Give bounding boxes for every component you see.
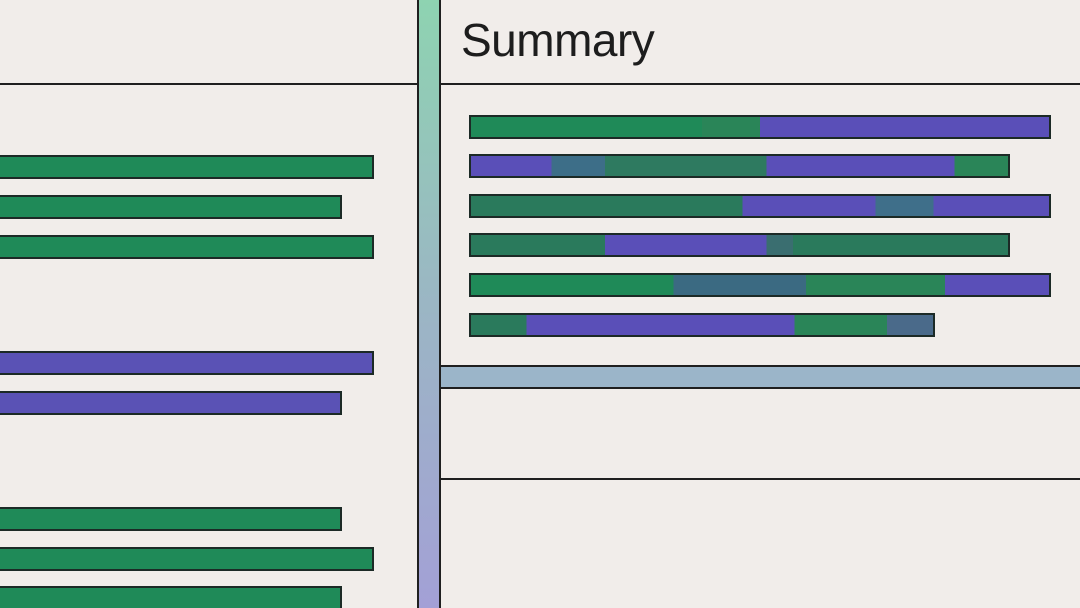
summary-header-divider [441,83,1080,85]
summary-title: Summary [461,14,655,66]
left-bar [0,586,342,608]
vertical-splitter[interactable] [417,0,441,608]
horizontal-splitter[interactable] [441,365,1080,389]
left-bar [0,507,342,531]
left-bar [0,547,374,571]
left-bar [0,235,374,259]
lower-section-divider [441,478,1080,480]
left-bar [0,351,374,375]
left-header-divider [0,83,418,85]
left-bar [0,155,374,179]
summary-bar [469,273,1051,297]
summary-bar [469,154,1010,178]
left-bar [0,195,342,219]
summary-bar [469,313,935,337]
lower-empty-section [441,389,1080,478]
summary-bar [469,233,1010,257]
left-panel [0,0,418,608]
left-bar [0,391,342,415]
summary-bar [469,115,1051,139]
summary-panel: Summary [441,0,1080,608]
summary-bar [469,194,1051,218]
